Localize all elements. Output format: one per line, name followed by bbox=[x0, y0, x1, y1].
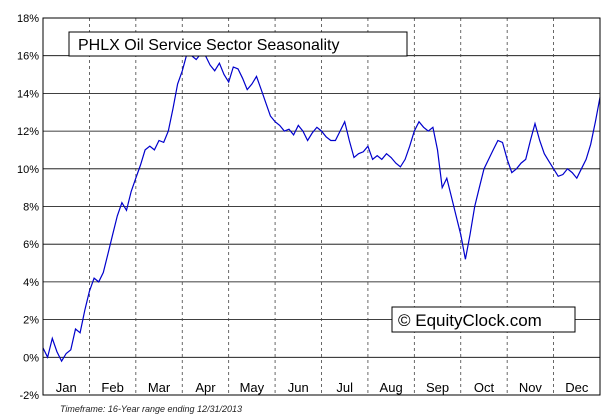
x-tick-label: Feb bbox=[101, 380, 123, 395]
series-line bbox=[42, 52, 601, 363]
x-tick-label: Aug bbox=[380, 380, 403, 395]
x-tick-label: May bbox=[240, 380, 265, 395]
y-tick-label: 10% bbox=[17, 164, 39, 176]
x-tick-label: Jun bbox=[288, 380, 309, 395]
y-tick-label: 0% bbox=[23, 352, 39, 364]
watermark: © EquityClock.com bbox=[398, 311, 542, 330]
chart-title: PHLX Oil Service Sector Seasonality bbox=[78, 37, 339, 54]
x-axis-ticks: Jan Feb Mar Apr May Jun Jul Aug Sep Oct Nov Dec bbox=[56, 380, 589, 395]
y-axis-ticks: 18% 16% 14% 12% 10% 8% 6% 4% 2% 0% -2% bbox=[17, 13, 39, 402]
x-tick-label: Dec bbox=[565, 380, 589, 395]
y-tick-label: -2% bbox=[19, 390, 39, 402]
x-tick-label: Jan bbox=[56, 380, 77, 395]
x-tick-label: Mar bbox=[148, 380, 171, 395]
y-tick-label: 4% bbox=[23, 277, 39, 289]
watermark-box: © EquityClock.com bbox=[391, 306, 576, 333]
x-tick-label: Sep bbox=[426, 380, 449, 395]
y-tick-label: 18% bbox=[17, 13, 39, 25]
x-tick-label: Nov bbox=[519, 380, 543, 395]
y-tick-label: 6% bbox=[23, 239, 39, 251]
y-tick-label: 8% bbox=[23, 202, 39, 214]
y-tick-label: 2% bbox=[23, 315, 39, 327]
y-tick-label: 12% bbox=[17, 126, 39, 138]
x-tick-label: Oct bbox=[474, 380, 495, 395]
x-tick-label: Apr bbox=[195, 380, 216, 395]
footnote: Timeframe: 16-Year range ending 12/31/20… bbox=[60, 404, 242, 414]
y-tick-label: 14% bbox=[17, 88, 39, 100]
title-box: PHLX Oil Service Sector Seasonality bbox=[68, 31, 408, 57]
plot-frame bbox=[42, 17, 601, 396]
y-tick-label: 16% bbox=[17, 51, 39, 63]
x-tick-label: Jul bbox=[336, 380, 353, 395]
